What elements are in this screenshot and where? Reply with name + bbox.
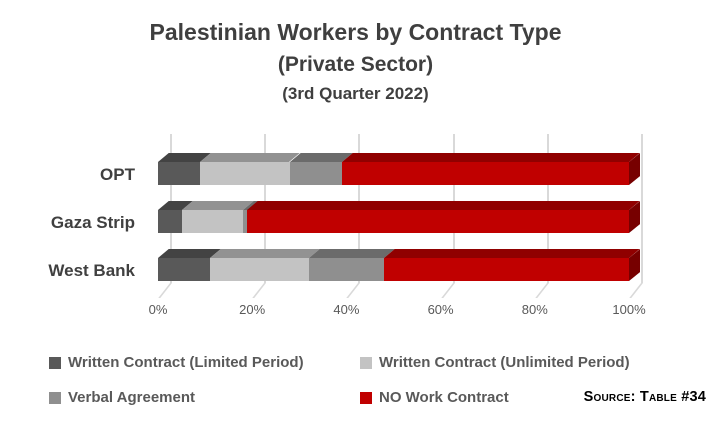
legend-marker-written-contract-unlimited-period — [360, 356, 372, 369]
x-axis-label-80: 80% — [521, 302, 548, 317]
legend-label: Written Contract (Limited Period) — [68, 354, 304, 371]
x-axis-label-100: 100% — [612, 302, 646, 317]
stacked-bar-opt — [158, 153, 640, 185]
legend-marker-written-contract-limited-period — [49, 356, 61, 369]
bar-segment-west-bank-written-contract-unlimited-period — [209, 249, 320, 281]
bar-segment-opt-no-work-contract — [341, 153, 640, 185]
chart-subtitle: (Private Sector) — [277, 53, 434, 76]
legend-item-written-contract-limited-period: Written Contract (Limited Period) — [49, 354, 304, 371]
axis-floor-tick — [440, 283, 455, 298]
legend-marker-no-work-contract — [360, 391, 372, 404]
stacked-bar-gaza-strip — [158, 201, 640, 233]
axis-floor-tick — [346, 283, 361, 298]
axis-floor-tick — [252, 283, 267, 298]
chart-title: Palestinian Workers by Contract Type — [149, 19, 562, 45]
bar-segment-west-bank-verbal-agreement — [308, 249, 395, 281]
axis-floor-tick — [158, 283, 172, 298]
category-label-gaza-strip: Gaza Strip — [50, 213, 135, 232]
bar-segment-top-face — [384, 249, 640, 258]
x-axis-label-0: 0% — [148, 302, 168, 317]
bar-segment-gaza-strip-no-work-contract — [247, 201, 640, 233]
bar-segment-gaza-strip-written-contract-limited-period — [158, 201, 193, 233]
legend-item-no-work-contract: NO Work Contract — [360, 389, 509, 406]
x-axis-label-60: 60% — [427, 302, 454, 317]
bar-segment-gaza-strip-written-contract-unlimited-period — [181, 201, 254, 233]
legend-item-written-contract-unlimited-period: Written Contract (Unlimited Period) — [360, 354, 630, 371]
x-axis-label-20: 20% — [239, 302, 266, 317]
legend-marker-verbal-agreement — [49, 391, 61, 404]
bar-segment-west-bank-no-work-contract — [384, 249, 640, 281]
stacked-bar-west-bank — [158, 249, 640, 281]
legend-label: NO Work Contract — [379, 389, 509, 406]
bar-segment-top-face — [341, 153, 640, 162]
axis-floor-tick — [629, 283, 643, 298]
bar-segment-top-face — [200, 153, 301, 162]
bar-segment-west-bank-written-contract-limited-period — [158, 249, 221, 281]
chart-period: (3rd Quarter 2022) — [282, 84, 429, 103]
bar-segment-gaza-strip-verbal-agreement — [242, 201, 259, 233]
legend-label: Written Contract (Unlimited Period) — [379, 354, 630, 371]
category-label-opt: OPT — [100, 165, 135, 184]
x-axis-label-40: 40% — [333, 302, 360, 317]
bar-segment-opt-verbal-agreement — [289, 153, 353, 185]
bar-segment-top-face — [247, 201, 640, 210]
bar-segment-opt-written-contract-unlimited-period — [200, 153, 301, 185]
source-label: Source: Table #34 — [583, 389, 706, 405]
category-label-west-bank: West Bank — [48, 261, 135, 280]
legend-label: Verbal Agreement — [68, 389, 195, 406]
bar-segment-top-face — [308, 249, 395, 258]
axis-floor-tick — [535, 283, 549, 298]
legend-item-verbal-agreement: Verbal Agreement — [49, 389, 195, 406]
bar-segment-top-face — [209, 249, 320, 258]
bar-segment-opt-written-contract-limited-period — [158, 153, 212, 185]
title-block: Palestinian Workers by Contract Type (Pr… — [0, 16, 711, 107]
gridline-100 — [641, 134, 643, 283]
